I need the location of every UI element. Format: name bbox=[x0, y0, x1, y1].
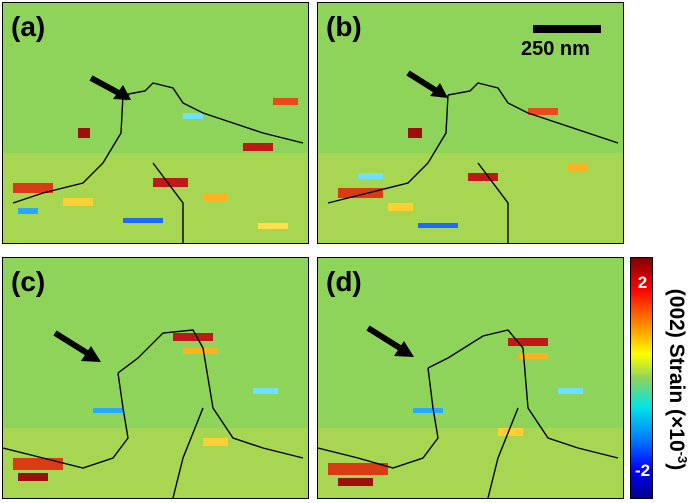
strain-texture bbox=[318, 338, 623, 498]
colorbar-title: (002) Strain (×10-3) bbox=[665, 257, 694, 502]
colorbar-title-exponent: -3 bbox=[675, 451, 690, 464]
colorbar-title-close: ) bbox=[665, 463, 688, 471]
scale-bar-label: 250 nm bbox=[521, 38, 590, 60]
strain-map-c bbox=[3, 258, 308, 498]
panel-d: (d) bbox=[317, 257, 624, 499]
strain-colorbar: 2 -2 bbox=[630, 257, 653, 499]
panel-a: (a) bbox=[2, 2, 309, 244]
panel-label-a: (a) bbox=[11, 11, 46, 42]
strain-texture bbox=[3, 333, 308, 498]
arrow-head bbox=[394, 341, 414, 357]
panel-label-d: (d) bbox=[326, 266, 362, 297]
scale-bar bbox=[533, 25, 601, 33]
strain-texture bbox=[318, 108, 623, 243]
strain-texture bbox=[3, 98, 308, 243]
panel-label-b: (b) bbox=[326, 11, 362, 42]
strain-map-b bbox=[318, 3, 623, 243]
arrow-head bbox=[430, 83, 448, 98]
strain-map-a bbox=[3, 3, 308, 243]
panel-b: (b) 250 nm bbox=[317, 2, 624, 244]
panel-label-c: (c) bbox=[11, 266, 46, 297]
arrow-head bbox=[113, 85, 131, 100]
panel-c: (c) bbox=[2, 257, 309, 499]
colorbar-title-main: (002) Strain (×10 bbox=[665, 288, 688, 452]
colorbar-tick-bottom: -2 bbox=[634, 461, 651, 480]
colorbar-tick-top: 2 bbox=[637, 273, 648, 292]
strain-map-d bbox=[318, 258, 623, 498]
arrow-head bbox=[81, 346, 101, 362]
